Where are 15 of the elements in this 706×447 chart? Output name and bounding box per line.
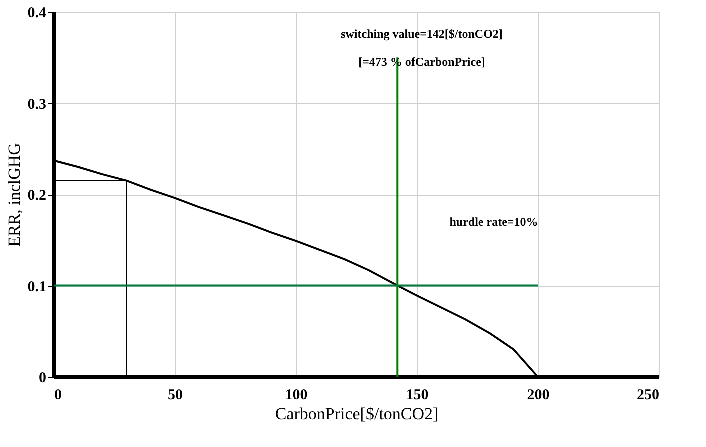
x-axis-title: CarbonPrice[$/tonCO2] <box>275 404 439 424</box>
x-tick-label: 0 <box>54 388 62 404</box>
y-axis-title: ERR, inclGHG <box>4 143 24 247</box>
x-tick-label: 150 <box>406 388 429 404</box>
y-tick-label: 0 <box>39 370 46 386</box>
y-tick-label: 0.1 <box>28 279 46 296</box>
x-tick-label: 200 <box>527 388 550 404</box>
annotation: hurdle rate=10% <box>450 215 538 229</box>
y-tick-label: 0.3 <box>28 96 46 113</box>
annotation: switching value=142[$/tonCO2] <box>341 27 503 41</box>
x-tick-label: 100 <box>285 388 308 404</box>
x-tick-label: 50 <box>168 388 183 404</box>
x-tick-label: 250 <box>637 388 660 404</box>
y-tick-label: 0.2 <box>28 188 46 204</box>
y-tick-label: 0.4 <box>28 6 47 22</box>
